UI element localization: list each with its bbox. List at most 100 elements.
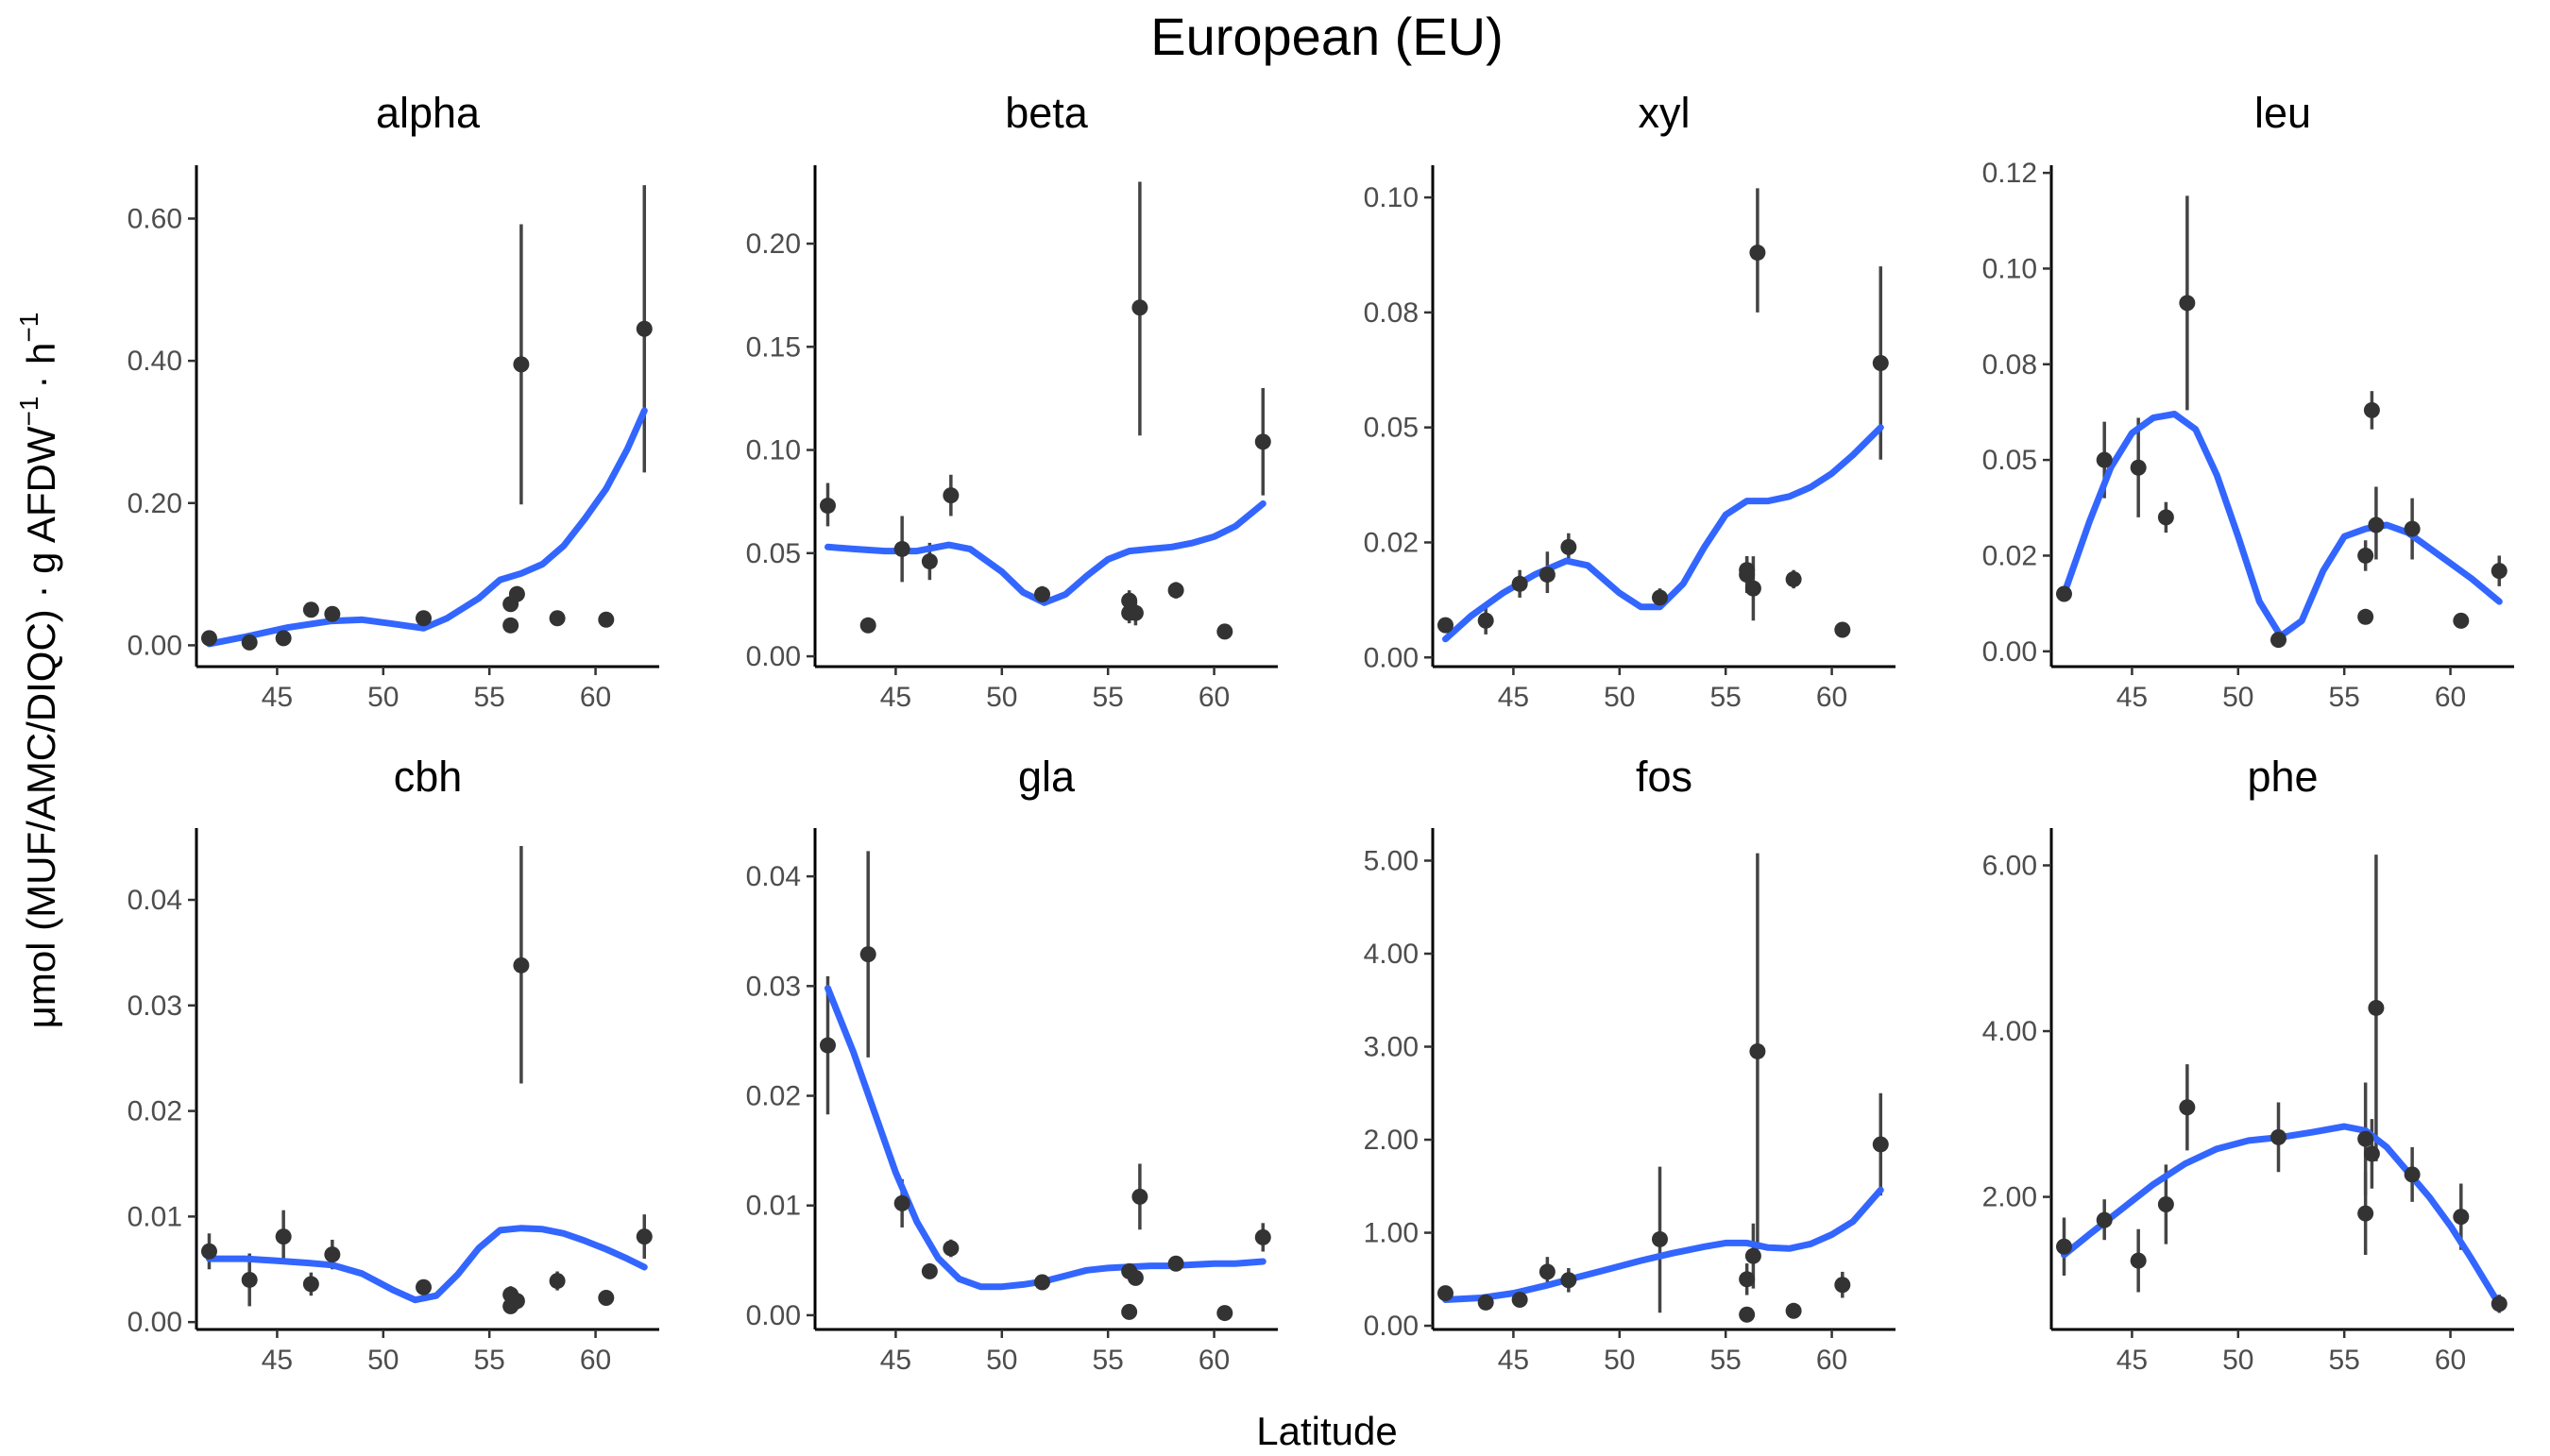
data-point bbox=[200, 1243, 217, 1260]
panel-title-xyl: xyl bbox=[1639, 89, 1691, 137]
data-point bbox=[1872, 1136, 1889, 1153]
panel-title-alpha: alpha bbox=[376, 89, 481, 137]
data-point bbox=[1034, 1274, 1051, 1291]
y-tick-label: 0.60 bbox=[128, 203, 182, 234]
smooth-fit-line bbox=[1442, 424, 1884, 643]
data-point bbox=[1652, 589, 1669, 606]
data-point bbox=[2357, 1205, 2374, 1222]
data-point bbox=[2490, 563, 2508, 580]
y-tick-label: 0.05 bbox=[1364, 413, 1419, 444]
data-point bbox=[549, 1273, 566, 1290]
x-tick-label: 45 bbox=[2116, 1345, 2148, 1376]
y-axis-label-main: μmol (MUF/AMC/DIQC) · g AFDW bbox=[19, 426, 63, 1028]
data-point bbox=[859, 946, 876, 963]
x-tick-label: 50 bbox=[2222, 682, 2253, 713]
data-point bbox=[513, 957, 530, 973]
y-tick-label: 0.10 bbox=[1982, 253, 2037, 284]
data-point bbox=[2179, 295, 2196, 312]
data-point bbox=[324, 605, 341, 622]
data-point bbox=[2157, 1195, 2174, 1212]
x-tick-label: 60 bbox=[580, 1345, 611, 1376]
data-point bbox=[1216, 623, 1233, 640]
data-point bbox=[2357, 1130, 2374, 1147]
y-tick-label: 5.00 bbox=[1364, 845, 1419, 876]
x-tick-label: 55 bbox=[2328, 682, 2359, 713]
y-axis-label-mid: · h bbox=[19, 343, 63, 389]
y-tick-label: 0.00 bbox=[746, 1300, 801, 1331]
data-point bbox=[921, 1262, 938, 1279]
data-point bbox=[1216, 1305, 1233, 1322]
data-point bbox=[2453, 612, 2470, 629]
data-point bbox=[636, 1228, 653, 1245]
y-tick-label: 0.04 bbox=[746, 861, 801, 892]
data-point bbox=[2368, 999, 2385, 1016]
data-point bbox=[859, 617, 876, 634]
data-point bbox=[819, 498, 836, 515]
data-point bbox=[2490, 1295, 2508, 1312]
data-point bbox=[1538, 567, 1556, 584]
x-tick-label: 50 bbox=[367, 682, 399, 713]
data-point bbox=[2096, 1211, 2113, 1228]
data-point bbox=[1477, 1294, 1494, 1311]
x-tick-label: 60 bbox=[1816, 1345, 1847, 1376]
data-point bbox=[502, 617, 519, 634]
panel-title-gla: gla bbox=[1018, 753, 1076, 801]
x-tick-label: 60 bbox=[1816, 682, 1847, 713]
y-tick-label: 0.08 bbox=[1982, 349, 2037, 381]
data-point bbox=[275, 1228, 292, 1245]
x-tick-label: 45 bbox=[1498, 1345, 1529, 1376]
y-tick-label: 1.00 bbox=[1364, 1218, 1419, 1249]
data-point bbox=[1834, 621, 1851, 638]
y-tick-label: 0.05 bbox=[746, 538, 801, 569]
y-tick-label: 0.02 bbox=[1364, 527, 1419, 558]
figure-title: European (EU) bbox=[1150, 7, 1504, 66]
data-point bbox=[302, 601, 319, 618]
data-point bbox=[2363, 401, 2380, 418]
y-tick-label: 0.00 bbox=[1982, 636, 2037, 668]
panel-title-leu: leu bbox=[2254, 89, 2311, 137]
data-point bbox=[1121, 1303, 1138, 1320]
data-point bbox=[1749, 245, 1766, 262]
panel-title-phe: phe bbox=[2247, 753, 2318, 801]
data-point bbox=[508, 585, 525, 602]
panel-beta: beta 0.00 0.05 0.10 0.15 0.20 45 50 55 60 bbox=[746, 89, 1278, 713]
x-tick-label: 45 bbox=[2116, 682, 2148, 713]
data-point bbox=[508, 1293, 525, 1310]
data-point bbox=[2453, 1209, 2470, 1226]
data-point bbox=[1254, 433, 1271, 450]
data-point bbox=[2270, 1128, 2287, 1145]
data-point bbox=[1511, 575, 1528, 592]
data-point bbox=[1739, 1271, 1756, 1288]
smooth-fit-line bbox=[2061, 1123, 2503, 1309]
smooth-fit-line bbox=[206, 1225, 648, 1304]
y-tick-label: 4.00 bbox=[1364, 939, 1419, 970]
data-point bbox=[1785, 570, 1802, 587]
data-point bbox=[1436, 1285, 1454, 1302]
x-tick-label: 45 bbox=[262, 682, 293, 713]
y-tick-label: 0.10 bbox=[1364, 182, 1419, 213]
data-point bbox=[1034, 586, 1051, 603]
x-tick-label: 45 bbox=[880, 682, 911, 713]
x-tick-label: 60 bbox=[2435, 1345, 2466, 1376]
panel-fos: fos 0.00 1.00 2.00 3.00 4.00 5.00 45 50 55 60 bbox=[1364, 753, 1896, 1376]
y-tick-label: 0.20 bbox=[746, 229, 801, 260]
x-tick-label: 45 bbox=[1498, 682, 1529, 713]
data-point bbox=[1739, 567, 1756, 584]
y-tick-label: 6.00 bbox=[1982, 850, 2037, 881]
y-tick-label: 0.00 bbox=[1364, 642, 1419, 673]
y-axis-label-sup1: −1 bbox=[14, 397, 43, 427]
data-point bbox=[598, 1289, 615, 1306]
data-point bbox=[549, 610, 566, 627]
data-point bbox=[2130, 1252, 2147, 1269]
y-tick-label: 0.02 bbox=[128, 1096, 182, 1127]
x-tick-label: 45 bbox=[262, 1345, 293, 1376]
data-point bbox=[1167, 1255, 1184, 1272]
data-point bbox=[2179, 1099, 2196, 1116]
data-point bbox=[1167, 582, 1184, 599]
y-tick-label: 0.00 bbox=[1364, 1311, 1419, 1342]
data-point bbox=[416, 1278, 433, 1295]
data-point bbox=[1560, 538, 1577, 555]
data-point bbox=[1744, 1247, 1761, 1264]
y-tick-label: 0.10 bbox=[746, 435, 801, 466]
data-point bbox=[2096, 451, 2113, 468]
